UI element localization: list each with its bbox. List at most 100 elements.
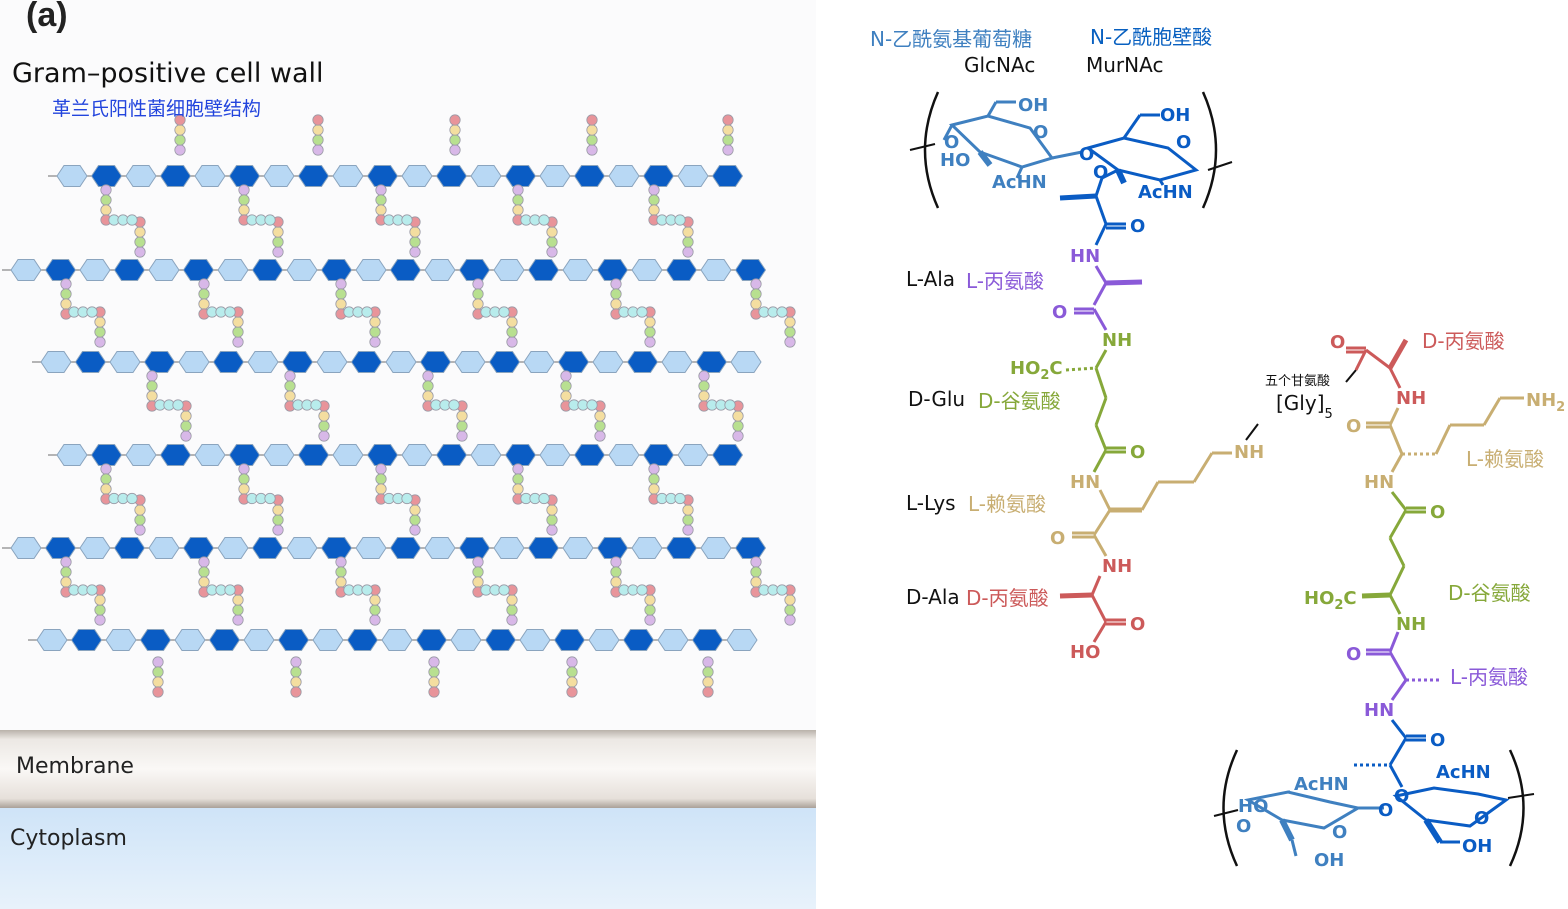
glcnac-hexagon — [174, 629, 206, 651]
right-lys-o: O — [1346, 416, 1361, 437]
murnac-hexagon — [665, 259, 698, 281]
glcnac-hexagon — [56, 165, 88, 187]
glcnac-hexagon — [454, 351, 486, 373]
lactyl-carbonyl-o: O — [1130, 216, 1145, 237]
right-lys-nh2: NH2 — [1526, 390, 1565, 415]
murnac-hexagon — [415, 629, 448, 651]
glcnac-name: GlcNAc — [964, 53, 1035, 77]
murnac-hexagon — [44, 537, 77, 559]
gly-bridge-bead — [498, 306, 510, 318]
murnac-hexagon — [389, 537, 422, 559]
murnac-hexagon — [74, 351, 107, 373]
gly-bridge-bead — [586, 399, 598, 411]
glcnac-hexagon — [109, 351, 141, 373]
glcnac-hexagon — [194, 165, 226, 187]
glcnac-hexagon — [470, 165, 502, 187]
bottom-murnac-ring-o: O — [1474, 808, 1489, 829]
murnac-hexagon — [504, 165, 537, 187]
right-ala-hn: HN — [1364, 700, 1394, 721]
glcnac-name-cn: N-乙酰氨基葡萄糖 — [870, 27, 1032, 51]
glcnac-hexagon — [36, 629, 68, 651]
bottom-murnac-ring — [1392, 786, 1510, 844]
glcnac-hexagon — [381, 629, 413, 651]
glcnac-hexagon — [424, 259, 456, 281]
sugar-name-labels: N-乙酰氨基葡萄糖 GlcNAc N-乙酰胞壁酸 MurNAc — [870, 25, 1212, 77]
glcnac-hexagon — [493, 537, 525, 559]
murnac-hexagon — [711, 165, 744, 187]
bottom-glcnac-oh: OH — [1314, 850, 1344, 871]
glcnac-hexagon — [263, 444, 295, 466]
glcnac-hexagon — [243, 629, 275, 651]
glcnac-hexagon — [592, 351, 624, 373]
gly-bridge-bead — [674, 214, 686, 226]
glcnac-hexagon — [217, 537, 249, 559]
top-disaccharide: OH O O HO AcHN O OH O O AcHN O N-乙酰氨基葡萄糖… — [870, 25, 1233, 246]
murnac-ether-o: O — [1093, 162, 1108, 183]
panel-label: (a) — [26, 0, 68, 34]
lys-hn: HN — [1070, 472, 1100, 493]
left-lys-cn: L-赖氨酸 — [968, 492, 1046, 516]
top-left-bracket — [923, 91, 940, 209]
murnac-hexagon — [691, 629, 724, 651]
murnac-hexagon — [366, 165, 399, 187]
right-ala-o: O — [1346, 644, 1361, 665]
gly-bridge-bead — [636, 306, 648, 318]
murnac-name-cn: N-乙酰胞壁酸 — [1090, 25, 1212, 49]
right-glu-cn: D-谷氨酸 — [1448, 581, 1531, 605]
gly-bridge-bead — [86, 584, 98, 596]
bottom-glcnac-achn: AcHN — [1294, 774, 1349, 795]
cytoplasm-label: Cytoplasm — [10, 826, 127, 851]
murnac-hexagon — [90, 444, 123, 466]
murnac-hexagon — [484, 629, 517, 651]
glcnac-hexagon — [125, 165, 157, 187]
glcnac-hexagon — [10, 537, 42, 559]
left-dala-en: D-Ala — [906, 585, 960, 609]
murnac-hexagon — [251, 259, 284, 281]
left-ala-cn: L-丙氨酸 — [966, 269, 1044, 293]
glcnac-achn: AcHN — [992, 172, 1047, 193]
murnac-hexagon — [573, 444, 606, 466]
gly-bridge-bead — [401, 214, 413, 226]
gly-bridge-bead — [361, 306, 373, 318]
membrane-label: Membrane — [16, 754, 134, 779]
cell-wall-title-cn: 革兰氏阳性菌细胞壁结构 — [52, 98, 262, 120]
bottom-glcnac-ho: HO — [1238, 796, 1268, 817]
glcnac-hexagon — [700, 537, 732, 559]
glcnac-hexagon — [539, 444, 571, 466]
peptide-crosslinks — [60, 114, 796, 698]
lys-crosslink-bond — [1245, 423, 1259, 441]
glcnac-oh: OH — [1018, 95, 1048, 116]
glcnac-hexagon — [493, 259, 525, 281]
glcnac-hexagon — [730, 351, 762, 373]
murnac-hexagon — [435, 165, 468, 187]
right-glu-nh: NH — [1396, 614, 1426, 635]
glcnac-hexagon — [424, 537, 456, 559]
gly-bridge-bead — [126, 492, 138, 505]
peptide-bead — [702, 686, 714, 698]
peptide-bead — [152, 686, 164, 698]
left-lys-en: L-Lys — [906, 491, 956, 515]
murnac-hexagon — [488, 351, 521, 373]
murnac-hexagon — [626, 351, 659, 373]
left-ala-en: L-Ala — [906, 267, 955, 291]
murnac-ring — [1059, 113, 1200, 246]
murnac-hexagon — [350, 351, 383, 373]
ala-carbonyl-o: O — [1052, 302, 1067, 323]
gly-bridge-bead — [674, 492, 686, 505]
gly-bridge-bead — [498, 584, 510, 596]
murnac-hexagon — [297, 444, 330, 466]
glcnac-hexagon — [608, 444, 640, 466]
right-glu-ho2c: HO2C — [1304, 588, 1357, 613]
glcnac-hexagon — [178, 351, 210, 373]
bottom-right-bracket — [1508, 749, 1525, 867]
gly-bridge-bead — [636, 584, 648, 596]
cell-wall-title: Gram–positive cell wall — [12, 58, 324, 89]
glcnac-hexagon — [10, 259, 42, 281]
right-lys-cn: L-赖氨酸 — [1466, 447, 1544, 471]
murnac-hexagon — [297, 165, 330, 187]
glcnac-hexagon — [401, 165, 433, 187]
bottom-ether-o: O — [1394, 786, 1409, 807]
glcnac-hexagon — [332, 165, 364, 187]
gly-bridge-bead — [264, 492, 276, 505]
murnac-hexagon — [711, 444, 744, 466]
